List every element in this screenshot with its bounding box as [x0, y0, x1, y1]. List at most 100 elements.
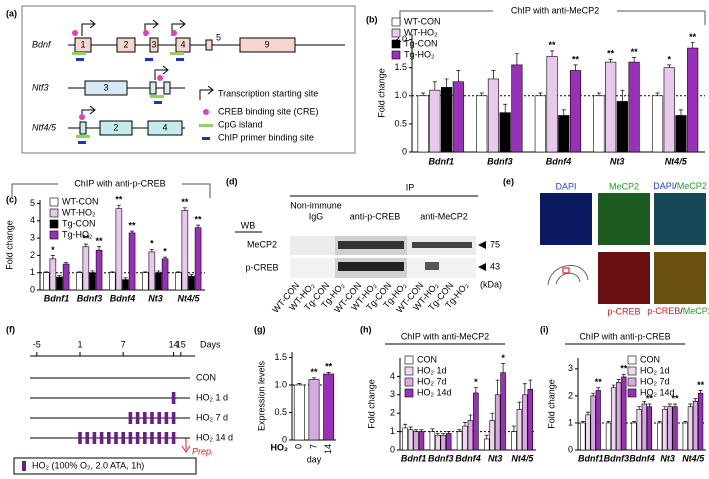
- chart: (i) ChIP with anti-p-CREB Fold change 0 1 2 3 B…: [540, 324, 706, 463]
- image-mecp2: [598, 193, 650, 245]
- bar: [417, 95, 429, 153]
- error-bar: [435, 433, 440, 436]
- bar: [616, 101, 628, 153]
- bar: [698, 392, 704, 451]
- legend-swatch: [404, 355, 414, 365]
- x-tick-label: 0: [294, 444, 304, 449]
- bar: [473, 392, 479, 451]
- bar: [402, 427, 408, 451]
- y-tick-label: 1: [568, 417, 573, 427]
- bar: [429, 89, 441, 153]
- significance: **: [620, 364, 628, 374]
- y-tick-label: 0: [282, 434, 287, 444]
- gene-name: Ntf4/5: [32, 122, 57, 132]
- exon-number: 4: [162, 122, 167, 132]
- primer: [78, 141, 86, 144]
- cre: [143, 30, 149, 36]
- chart-title: ChIP with anti-p-CREB: [74, 178, 165, 188]
- legend-text: CREB binding site (CRE): [218, 106, 319, 116]
- legend-label: Tg-HO₂: [62, 229, 93, 239]
- bar: [82, 246, 90, 291]
- panel-f: (f) Prep. HO₂ (100% O₂, 2.0 ATA, 1h) -5 1…: [6, 324, 233, 475]
- error-bar: [50, 255, 55, 259]
- treatment: [150, 412, 154, 424]
- cpg: [150, 95, 164, 98]
- error-bar: [441, 433, 446, 436]
- error-bar: [620, 89, 625, 102]
- legend-swatch: [627, 355, 637, 365]
- x-tick-label: Nt3: [148, 293, 163, 303]
- panel-label: (a): [6, 8, 17, 18]
- error-bar: [143, 271, 148, 273]
- treatment: [92, 432, 97, 444]
- frame: [21, 5, 356, 154]
- x-axis-label: day: [307, 454, 322, 464]
- error-bar: [596, 387, 601, 391]
- band: [425, 262, 439, 270]
- marker: 75: [490, 239, 500, 249]
- error-bar: [312, 377, 316, 380]
- bar: [49, 258, 57, 291]
- bar: [585, 414, 591, 451]
- error-bar: [585, 411, 590, 415]
- y-axis-label: Fold change: [376, 68, 386, 118]
- exon: [149, 81, 157, 95]
- x-tick-label: Nt3: [660, 453, 675, 463]
- label-part: MeCP2: [677, 181, 707, 191]
- error-bar: [667, 64, 672, 68]
- treatment: [143, 412, 147, 424]
- error-bar: [606, 421, 611, 423]
- bar: [56, 276, 63, 291]
- error-bar: [657, 421, 662, 423]
- bar: [413, 431, 419, 451]
- panel-a: (a) Bdnf 1 2 3 4 5 9 Ntf3 3 Ntf4/5 2 4 T…: [6, 5, 356, 154]
- error-bar: [561, 109, 566, 116]
- y-tick-label: 1.5: [394, 62, 407, 72]
- bar: [657, 422, 663, 451]
- y-tick-label: 1.0: [394, 90, 407, 100]
- label-part: DAPI: [653, 181, 674, 191]
- treatment: [78, 432, 82, 444]
- chart: (h) ChIP with anti-MeCP2 Fold change 0 1 2 3 4 B…: [360, 324, 536, 463]
- y-tick-label: 4: [390, 371, 395, 381]
- bar: [534, 95, 546, 153]
- bar: [489, 420, 495, 451]
- bar: [440, 434, 446, 451]
- bar: [500, 372, 506, 451]
- row-label: HO₂ 14 d: [196, 432, 233, 442]
- error-bar: [414, 429, 419, 432]
- error-bar: [616, 379, 621, 383]
- significance: **: [115, 195, 123, 205]
- y-tick-label: 2: [390, 408, 395, 418]
- significance: **: [646, 393, 654, 403]
- error-bar: [491, 70, 496, 79]
- error-bar: [528, 379, 533, 390]
- cpg: [72, 52, 86, 55]
- panel-label: (h): [360, 324, 372, 334]
- row-label: p-CREB: [245, 262, 278, 272]
- x-tick-label: Nt4/5: [511, 453, 534, 463]
- y-tick-label: 0: [390, 444, 395, 454]
- cre: [171, 30, 177, 36]
- bar: [181, 210, 189, 291]
- x-tick-label: Bdnf4: [546, 156, 572, 166]
- bar: [293, 384, 305, 441]
- x-tick-label: Nt3: [488, 453, 503, 463]
- y-axis-label: Fold change: [4, 220, 14, 270]
- significance: *: [163, 246, 167, 256]
- exon-number: 2: [123, 39, 128, 49]
- chart: (c) ChIP with anti-p-CREB Fold change 0 1 2 3 4…: [4, 178, 211, 303]
- y-tick-label: 5: [30, 198, 35, 208]
- exon: [99, 120, 133, 136]
- exon-number: 1: [80, 39, 85, 49]
- significance: **: [82, 234, 90, 244]
- bar: [467, 420, 474, 451]
- row-label: CON: [196, 372, 216, 382]
- error-bar: [591, 392, 596, 396]
- bar: [148, 251, 156, 291]
- legend-swatch: [404, 377, 414, 387]
- error-bar: [83, 243, 88, 247]
- significance: **: [672, 393, 680, 403]
- y-axis-label: Fold change: [366, 379, 376, 429]
